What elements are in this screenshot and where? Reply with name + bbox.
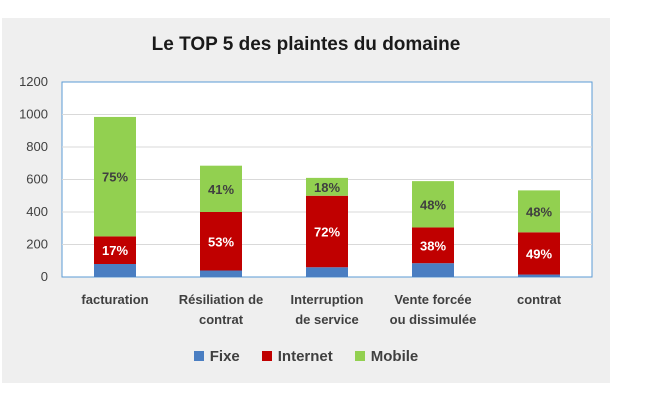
legend-item-internet: Internet — [261, 347, 333, 365]
legend-label: Mobile — [370, 347, 419, 365]
legend-item-fixe: Fixe — [193, 347, 240, 365]
y-tick-label: 200 — [26, 237, 48, 252]
x-category-label: de service — [295, 312, 359, 327]
bar-fixe — [306, 267, 348, 277]
data-label: 48% — [420, 197, 446, 212]
x-category-label: contrat — [199, 312, 244, 327]
legend-item-mobile: Mobile — [354, 347, 419, 365]
data-label: 49% — [526, 246, 552, 261]
legend-swatch — [261, 351, 272, 361]
y-tick-label: 1200 — [19, 74, 48, 89]
x-category-label: contrat — [517, 292, 562, 307]
x-category-label: Interruption — [291, 292, 364, 307]
bar-internet — [200, 212, 242, 271]
x-category-label: Résiliation de — [179, 292, 264, 307]
bar-mobile — [518, 190, 560, 233]
bar-mobile — [412, 181, 454, 228]
y-tick-label: 600 — [26, 172, 48, 187]
x-category-label: facturation — [81, 292, 148, 307]
data-label: 48% — [526, 204, 552, 219]
bar-mobile — [94, 116, 136, 237]
chart-legend: Fixe Internet Mobile — [2, 344, 610, 368]
data-label: 75% — [102, 170, 128, 185]
bar-internet — [94, 236, 136, 264]
bar-mobile — [306, 177, 348, 196]
y-tick-label: 800 — [26, 139, 48, 154]
bar-internet — [412, 227, 454, 264]
legend-swatch — [354, 351, 365, 361]
data-label: 72% — [314, 225, 340, 240]
y-tick-label: 1000 — [19, 107, 48, 122]
data-label: 53% — [208, 234, 234, 249]
legend-swatch — [193, 351, 204, 361]
data-label: 17% — [102, 243, 128, 258]
y-tick-label: 400 — [26, 204, 48, 219]
y-tick-label: 0 — [41, 269, 48, 284]
chart-card: Le TOP 5 des plaintes du domaine 0 200 400… — [2, 18, 610, 383]
bar-fixe — [200, 270, 242, 277]
data-label: 38% — [420, 238, 446, 253]
bar-mobile — [200, 165, 242, 212]
legend-label: Internet — [277, 347, 333, 365]
bar-fixe — [518, 274, 560, 277]
x-category-label: ou dissimulée — [390, 312, 477, 327]
chart-title: Le TOP 5 des plaintes du domaine — [151, 34, 461, 55]
data-label: 41% — [208, 182, 234, 197]
bar-internet — [306, 195, 348, 268]
x-category-label: Vente forcée — [394, 292, 471, 307]
legend-label: Fixe — [209, 347, 240, 365]
bar-internet — [518, 232, 560, 275]
bar-fixe — [412, 263, 454, 277]
bar-fixe — [94, 264, 136, 277]
chart-plot: 0 200 400 600 800 1000 1200 17% 75% facturation 53… — [19, 74, 593, 327]
data-label: 18% — [314, 180, 340, 195]
